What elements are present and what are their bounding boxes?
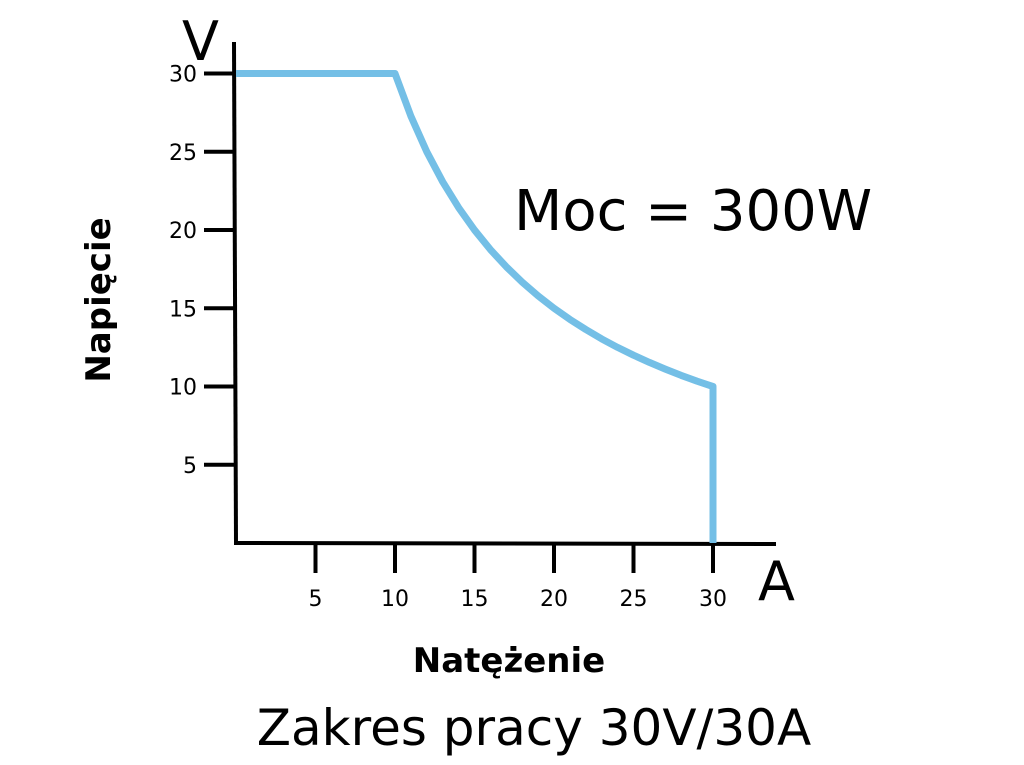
- x-tick-label: 30: [699, 587, 727, 612]
- x-axis-title: Natężenie: [413, 641, 605, 681]
- ticks: [204, 71, 715, 573]
- y-tick-label: 20: [169, 219, 197, 244]
- x-tick-label: 15: [461, 587, 489, 612]
- x-unit-label: A: [758, 550, 795, 613]
- y-tick-label: 5: [183, 454, 197, 479]
- series-line: [236, 70, 717, 543]
- y-axis-title: Napięcie: [79, 217, 119, 382]
- x-tick-label: 10: [381, 587, 409, 612]
- x-tick-label: 5: [309, 587, 323, 612]
- chart-title: Zakres pracy 30V/30A: [257, 699, 811, 757]
- x-tick-label: 25: [620, 587, 648, 612]
- y-tick-label: 15: [169, 297, 197, 322]
- y-tick-label: 10: [169, 376, 197, 401]
- axes: [232, 41, 777, 546]
- y-tick-label: 30: [169, 63, 197, 88]
- power-annotation: Moc = 300W: [514, 179, 872, 244]
- x-axis: [233, 541, 777, 546]
- y-unit-label: V: [182, 10, 219, 73]
- tick-labels: 5 10 15 20 25 30 5 10 15 20 25 30: [169, 63, 727, 613]
- y-axis: [232, 41, 238, 544]
- x-tick-label: 20: [540, 587, 568, 612]
- y-tick-label: 25: [169, 141, 197, 166]
